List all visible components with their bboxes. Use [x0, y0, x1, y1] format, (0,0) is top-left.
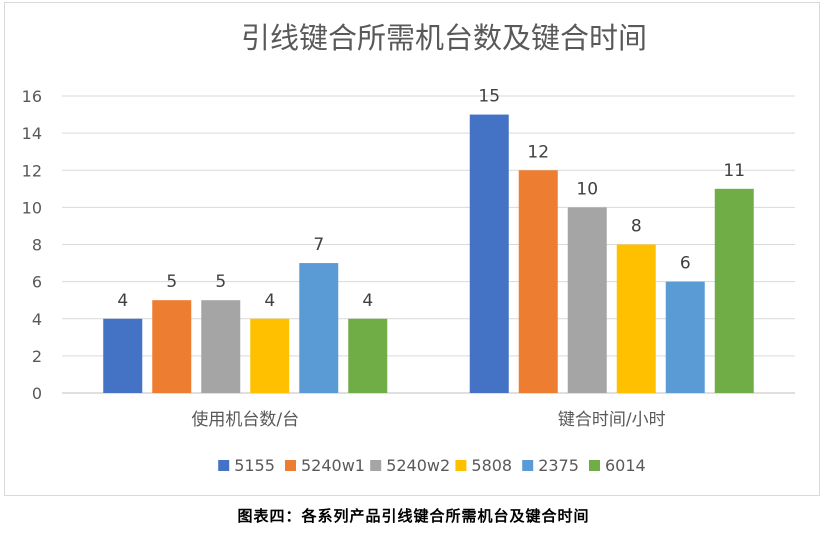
data-label: 11 [723, 161, 745, 181]
legend: 5155 5240w1 5240w2 5808 2375 6014 [218, 456, 646, 475]
data-label: 4 [117, 291, 128, 311]
bars [103, 114, 754, 393]
legend-swatch [218, 460, 230, 471]
legend-label: 5808 [471, 456, 512, 475]
legend-swatch [370, 460, 382, 471]
data-label: 10 [576, 179, 598, 199]
bar-5808-0 [250, 318, 290, 393]
legend-label: 2375 [538, 456, 579, 475]
y-axis-ticks: 0 2 4 6 8 10 12 14 16 [22, 87, 42, 403]
legend-label: 5155 [234, 456, 275, 475]
bar-5240w2-1 [567, 207, 607, 393]
data-label: 4 [264, 291, 275, 311]
bar-5155-1 [469, 114, 509, 393]
legend-swatch [455, 460, 467, 471]
legend-label: 5240w1 [301, 456, 365, 475]
y-tick-label: 4 [32, 310, 42, 329]
bar-6014-0 [348, 318, 388, 393]
data-label: 5 [166, 272, 177, 292]
y-tick-label: 14 [22, 124, 42, 143]
category-label: 使用机台数/台 [191, 409, 299, 430]
bar-6014-1 [714, 188, 754, 393]
bar-chart: 引线键合所需机台数及键合时间 0 2 4 6 8 10 12 14 16 4 5 5 4 7 4 15 12 1… [22, 21, 795, 475]
data-label: 15 [478, 87, 500, 107]
legend-label: 6014 [605, 456, 646, 475]
y-tick-label: 12 [22, 161, 42, 180]
y-tick-label: 16 [22, 87, 42, 106]
figure-caption: 图表四：各系列产品引线键合所需机台及键合时间 [237, 507, 590, 525]
data-label: 8 [631, 217, 642, 237]
y-tick-label: 8 [32, 236, 42, 255]
chart-title: 引线键合所需机台数及键合时间 [241, 21, 647, 55]
legend-swatch [522, 460, 534, 471]
legend-label: 5240w2 [386, 456, 450, 475]
legend-swatch [589, 460, 600, 471]
x-axis-categories: 使用机台数/台 键合时间/小时 [191, 409, 665, 430]
data-labels: 4 5 5 4 7 4 15 12 10 8 6 11 [117, 87, 745, 311]
bar-5155-0 [103, 318, 143, 393]
bar-5240w2-0 [201, 300, 241, 393]
data-label: 5 [215, 272, 226, 292]
category-label: 键合时间/小时 [558, 410, 666, 430]
chart-frame [4, 2, 820, 496]
y-tick-label: 0 [32, 384, 42, 403]
y-tick-label: 10 [22, 198, 42, 217]
bar-5808-1 [616, 244, 656, 393]
bar-5240w1-1 [518, 170, 558, 393]
y-tick-label: 6 [32, 273, 42, 292]
data-label: 6 [680, 254, 691, 274]
bar-2375-1 [665, 281, 705, 393]
data-label: 7 [313, 235, 324, 255]
data-label: 4 [362, 291, 373, 311]
bar-2375-0 [299, 263, 339, 393]
y-tick-label: 2 [32, 347, 42, 366]
data-label: 12 [527, 142, 549, 162]
bar-5240w1-0 [152, 300, 192, 393]
legend-swatch [285, 460, 296, 471]
